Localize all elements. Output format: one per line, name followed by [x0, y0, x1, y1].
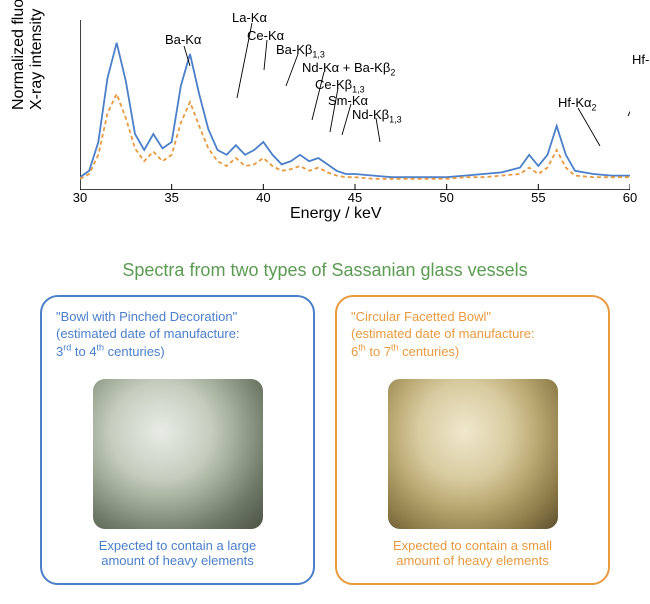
- vessel-card-pinched: "Bowl with Pinched Decoration" (estimate…: [40, 295, 315, 585]
- figure-title: Spectra from two types of Sassanian glas…: [0, 260, 650, 281]
- card-title: "Bowl with Pinched Decoration": [56, 309, 237, 324]
- vessel-image: [93, 379, 263, 529]
- x-axis-label: Energy / keV: [290, 205, 382, 223]
- card-title: "Circular Facetted Bowl": [351, 309, 491, 324]
- x-tick-label: 35: [162, 190, 182, 205]
- peak-label: Hf-Kα1: [632, 52, 650, 70]
- x-tick-label: 60: [620, 190, 640, 205]
- peak-label: Ce-Kβ1,3: [315, 77, 365, 95]
- card-footer: Expected to contain a smallamount of hea…: [337, 538, 608, 569]
- x-tick-label: 55: [528, 190, 548, 205]
- peak-label: Ba-Kα: [165, 32, 201, 47]
- card-subtitle: (estimated date of manufacture:: [56, 326, 240, 341]
- peak-label: Sm-Kα: [328, 93, 368, 108]
- x-tick-label: 30: [70, 190, 90, 205]
- peak-label: Nd-Kβ1,3: [352, 107, 402, 125]
- y-axis-label: Normalized fluorescent X-ray intensity: [10, 0, 46, 110]
- peak-label: Nd-Kα + Ba-Kβ2: [302, 60, 395, 78]
- peak-label: Ba-Kβ1,3: [276, 42, 325, 60]
- card-date-range: 3rd to 4th centuries): [56, 344, 165, 359]
- peak-label: La-Kα: [232, 10, 267, 25]
- vessel-card-facetted: "Circular Facetted Bowl" (estimated date…: [335, 295, 610, 585]
- card-header: "Circular Facetted Bowl" (estimated date…: [351, 309, 594, 361]
- xrf-spectrum-chart: Normalized fluorescent X-ray intensity E…: [10, 10, 640, 240]
- x-tick-label: 50: [437, 190, 457, 205]
- card-date-range: 6th to 7th centuries): [351, 344, 459, 359]
- x-tick-label: 40: [253, 190, 273, 205]
- vessel-image: [388, 379, 558, 529]
- x-tick-label: 45: [345, 190, 365, 205]
- peak-label: Ce-Kα: [247, 28, 284, 43]
- card-header: "Bowl with Pinched Decoration" (estimate…: [56, 309, 299, 361]
- vessel-cards-container: "Bowl with Pinched Decoration" (estimate…: [40, 295, 610, 585]
- peak-label: Hf-Kα2: [558, 95, 597, 113]
- card-footer: Expected to contain a largeamount of hea…: [42, 538, 313, 569]
- card-subtitle: (estimated date of manufacture:: [351, 326, 535, 341]
